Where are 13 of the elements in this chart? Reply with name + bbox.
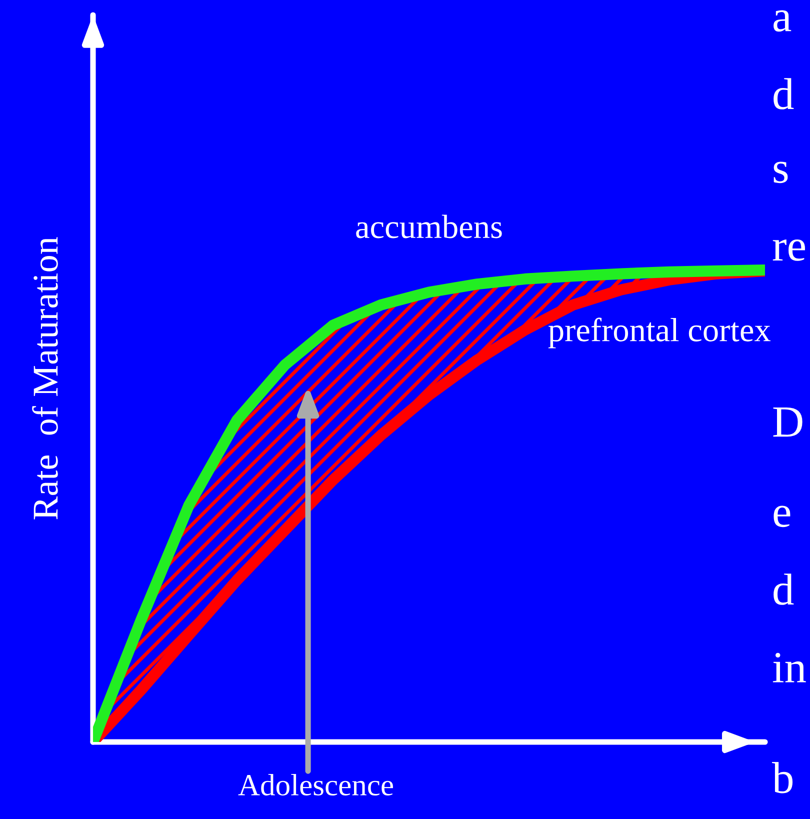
y-axis-title: Rate of Maturation bbox=[32, 237, 58, 520]
text: in bbox=[772, 652, 806, 682]
text: d bbox=[774, 574, 794, 605]
text: e bbox=[774, 506, 790, 528]
text: re bbox=[772, 240, 805, 261]
text: Adolescence bbox=[238, 774, 393, 796]
text: s bbox=[774, 162, 788, 184]
series-label: prefrontal cortex bbox=[548, 318, 771, 348]
text: D bbox=[773, 407, 802, 437]
text: a bbox=[774, 10, 792, 32]
series-label: accumbens bbox=[356, 214, 502, 238]
text: d bbox=[774, 78, 794, 110]
text: b bbox=[772, 762, 793, 794]
